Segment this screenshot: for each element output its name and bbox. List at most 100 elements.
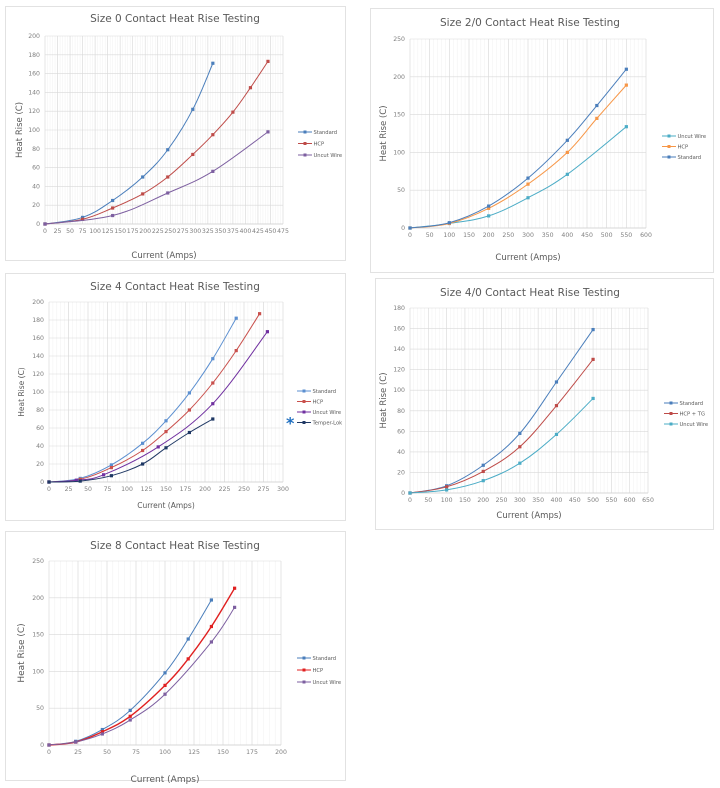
y-tick-label: 0	[36, 221, 40, 228]
legend-label: HCP	[313, 399, 324, 405]
data-point	[209, 640, 213, 644]
x-tick-label: 225	[219, 486, 231, 493]
data-point	[187, 430, 191, 435]
x-tick-label: 150	[463, 232, 475, 239]
x-tick-label: 100	[443, 232, 455, 239]
y-tick-label: 80	[36, 407, 44, 414]
y-tick-label: 60	[397, 428, 405, 435]
y-tick-label: 100	[32, 668, 44, 675]
data-point	[187, 408, 191, 412]
x-tick-label: 150	[160, 486, 172, 493]
x-tick-label: 100	[441, 497, 453, 504]
y-tick-label: 160	[32, 335, 44, 342]
x-tick-label: 275	[258, 486, 270, 493]
data-point	[111, 198, 115, 203]
series-standard	[408, 67, 628, 230]
x-tick-label: 25	[65, 486, 73, 493]
x-tick-label: 350	[532, 497, 544, 504]
y-tick-label: 50	[397, 187, 405, 194]
y-tick-label: 150	[32, 632, 44, 639]
y-tick-label: 120	[393, 367, 405, 374]
x-tick-label: 75	[104, 486, 112, 493]
chart-panel-size-4-0	[375, 278, 714, 530]
x-tick-label: 250	[164, 228, 176, 235]
legend-label: Standard	[313, 389, 337, 395]
legend-item: Standard	[664, 401, 703, 407]
data-point	[163, 692, 167, 696]
y-tick-label: 80	[32, 146, 40, 153]
data-point	[141, 175, 145, 179]
data-point	[111, 206, 115, 210]
x-tick-label: 75	[132, 749, 140, 756]
legend-item: Standard	[297, 389, 336, 395]
data-point	[518, 431, 522, 435]
x-tick-label: 200	[483, 232, 495, 239]
data-point	[447, 221, 451, 225]
y-tick-label: 140	[393, 346, 405, 353]
x-tick-label: 175	[180, 486, 192, 493]
x-tick-label: 450	[581, 232, 593, 239]
data-point	[234, 316, 238, 320]
data-point	[141, 192, 145, 196]
x-tick-label: 500	[587, 497, 599, 504]
chart-panel-size-8	[5, 531, 346, 781]
x-tick-label: 100	[121, 486, 133, 493]
x-tick-label: 50	[84, 486, 92, 493]
data-point	[595, 103, 599, 108]
x-tick-label: 300	[522, 232, 534, 239]
x-tick-label: 200	[139, 228, 151, 235]
y-tick-label: 0	[40, 742, 44, 749]
data-point	[211, 133, 215, 137]
x-tick-label: 100	[159, 749, 171, 756]
legend-label: HCP	[313, 668, 324, 674]
x-tick-label: 200	[477, 497, 489, 504]
data-point	[74, 740, 78, 744]
data-point	[526, 176, 530, 180]
data-point	[595, 116, 599, 120]
y-axis-title: Heat Rise (C)	[15, 102, 25, 158]
y-tick-label: 40	[397, 449, 405, 456]
legend-swatch-marker	[303, 153, 307, 157]
x-tick-label: 400	[561, 232, 573, 239]
data-point	[591, 396, 595, 401]
y-tick-label: 200	[32, 299, 44, 306]
data-point	[100, 730, 104, 734]
data-point	[156, 445, 160, 449]
data-point	[128, 708, 132, 713]
y-tick-label: 20	[36, 461, 44, 468]
x-tick-label: 250	[238, 486, 250, 493]
y-tick-label: 100	[393, 149, 405, 156]
data-point	[248, 86, 253, 90]
series-uncut-wire	[47, 605, 237, 747]
series-line	[409, 398, 594, 494]
x-tick-label: 75	[79, 228, 87, 235]
data-point	[163, 683, 167, 687]
legend-item: Standard	[297, 656, 336, 662]
series-line	[48, 317, 237, 483]
data-point	[487, 206, 491, 210]
legend-swatch-marker	[667, 155, 671, 159]
legend-swatch-marker	[302, 680, 306, 684]
y-axis-title: Heat Rise (C)	[379, 105, 389, 161]
data-point	[47, 480, 51, 484]
chart-title: Size 4/0 Contact Heat Rise Testing	[440, 287, 620, 299]
legend-label: Standard	[680, 401, 704, 407]
y-tick-label: 180	[32, 317, 44, 324]
legend-label: Standard	[678, 155, 702, 161]
y-tick-label: 180	[28, 52, 40, 59]
x-tick-label: 0	[47, 749, 51, 756]
data-point	[565, 138, 569, 142]
x-tick-label: 300	[514, 497, 526, 504]
chart-5: 0 25 50 75 100 125 150 175 200 0 50 100 150 200 250 Siz…	[17, 540, 341, 785]
chart-4: 0 50 100 150 200 250 300 350 400 450 500 550 600 650 0…	[379, 287, 708, 521]
data-point	[591, 327, 595, 332]
data-point	[266, 130, 270, 134]
x-tick-label: 600	[624, 497, 636, 504]
data-point	[565, 150, 569, 154]
legend-swatch-marker	[669, 412, 673, 415]
data-point	[624, 67, 628, 71]
y-tick-label: 160	[28, 71, 40, 78]
x-tick-label: 650	[642, 497, 654, 504]
x-tick-label: 25	[74, 749, 82, 756]
